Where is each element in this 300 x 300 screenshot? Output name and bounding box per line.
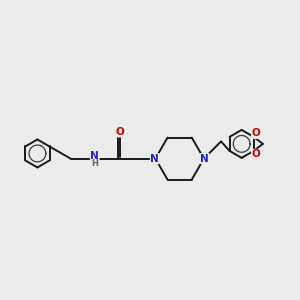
Text: O: O — [251, 128, 260, 138]
Text: H: H — [91, 159, 98, 168]
Text: N: N — [200, 154, 209, 164]
Text: O: O — [251, 149, 260, 159]
Text: N: N — [150, 154, 159, 164]
Text: O: O — [115, 127, 124, 137]
Text: N: N — [90, 151, 99, 161]
